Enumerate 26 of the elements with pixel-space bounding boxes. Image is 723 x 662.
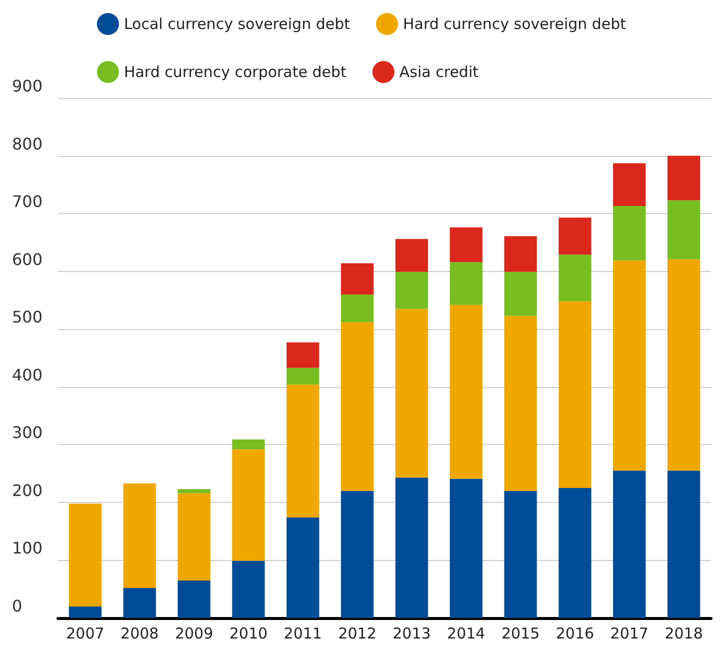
- legend-label: Hard currency corporate debt: [124, 63, 347, 81]
- x-tick-label: 2010: [229, 624, 268, 642]
- legend-label: Asia credit: [399, 63, 479, 81]
- y-tick-label: 400: [12, 365, 43, 384]
- x-tick-label: 2008: [120, 624, 159, 642]
- y-tick-label: 300: [12, 423, 43, 442]
- x-tick-label: 2009: [174, 624, 214, 642]
- x-tick-label: 2018: [664, 624, 703, 642]
- x-tick-label: 2012: [338, 624, 376, 642]
- x-tick-label: 2013: [392, 624, 431, 642]
- y-tick-label: 500: [12, 308, 43, 327]
- y-tick-label: 0: [12, 596, 22, 616]
- y-tick-label: 700: [12, 192, 43, 212]
- x-tick-label: 2015: [501, 624, 540, 642]
- legend-label: Local currency sovereign debt: [124, 15, 350, 33]
- x-tick-label: 2011: [284, 624, 322, 642]
- y-tick-label: 100: [12, 538, 43, 558]
- x-tick-label: 2014: [447, 624, 486, 642]
- y-tick-label: 200: [12, 480, 43, 500]
- legend-label: Hard currency sovereign debt: [402, 15, 626, 33]
- x-tick-label: 2017: [610, 624, 648, 642]
- y-tick-label: 900: [12, 76, 43, 96]
- y-tick-label: 600: [12, 250, 43, 269]
- y-tick-label: 800: [12, 134, 43, 154]
- x-tick-label: 2007: [66, 624, 104, 642]
- x-tick-label: 2016: [556, 624, 594, 642]
